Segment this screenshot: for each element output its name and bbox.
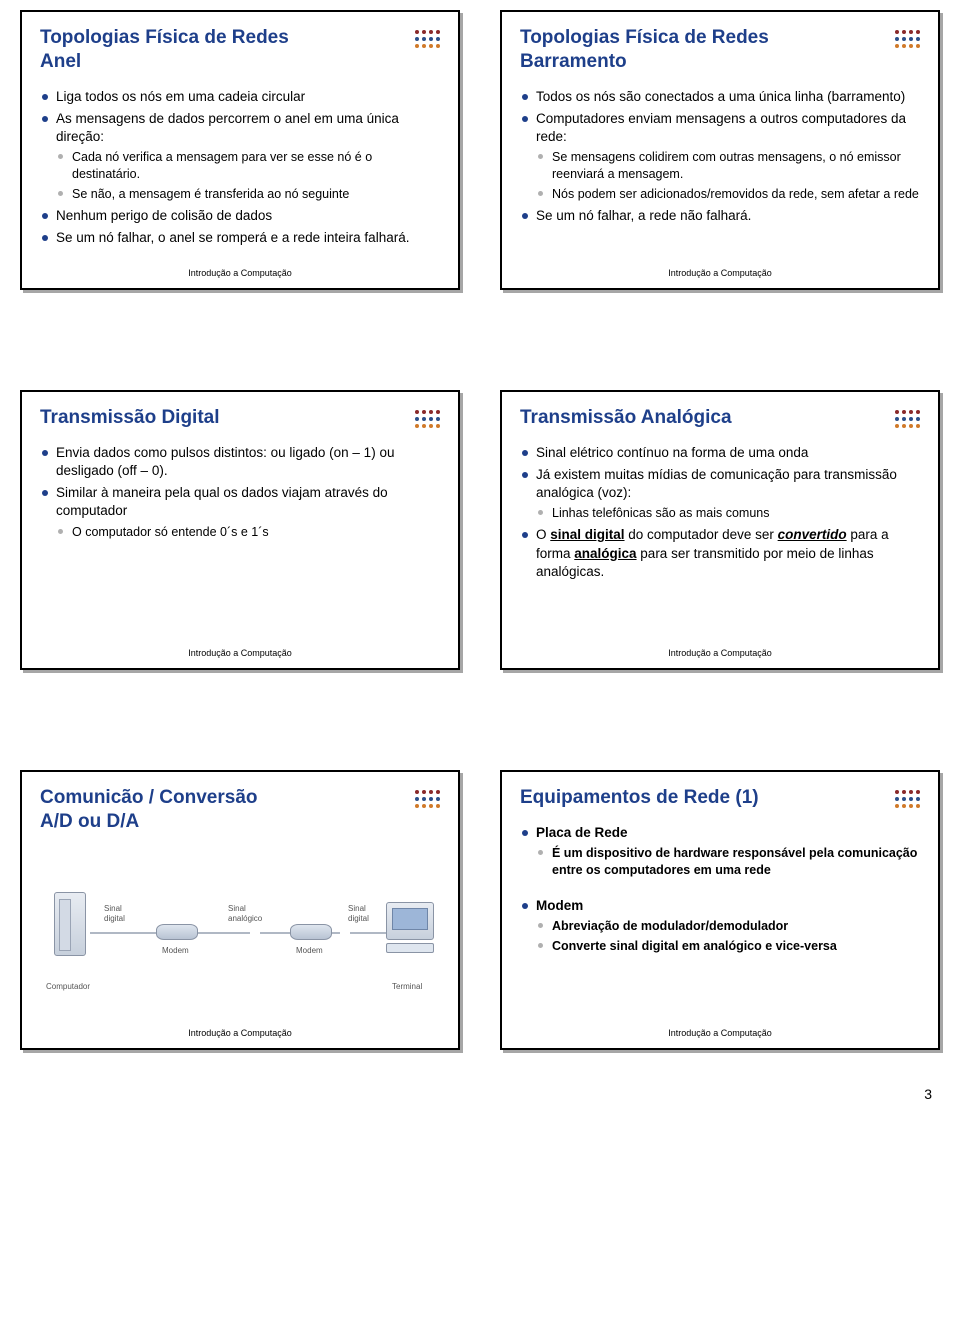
- bullet-item: Se não, a mensagem é transferida ao nó s…: [56, 186, 440, 203]
- corner-dots-icon: [895, 790, 920, 808]
- slide-footer: Introdução a Computação: [520, 268, 920, 278]
- bullet-item: Abreviação de modulador/demodulador: [536, 918, 920, 935]
- bullet-item: Nenhum perigo de colisão de dados: [40, 207, 440, 225]
- slide-content: Placa de RedeÉ um dispositivo de hardwar…: [520, 824, 920, 1018]
- bullet-item: Se um nó falhar, a rede não falhará.: [520, 207, 920, 225]
- slide-footer: Introdução a Computação: [520, 648, 920, 658]
- slide-header: Topologias Física de RedesAnel: [40, 26, 440, 74]
- signal-label: Sinaldigital: [104, 904, 125, 926]
- bullet-list-lvl2: Abreviação de modulador/demodulador Conve…: [536, 918, 920, 955]
- slide-title: Topologias Física de RedesBarramento: [520, 26, 769, 74]
- modem-label: Modem: [162, 946, 189, 957]
- bullet-item: O computador só entende 0´s e 1´s: [56, 524, 440, 541]
- bullet-list-lvl1: Sinal elétrico contínuo na forma de uma …: [520, 444, 920, 581]
- slide-header: Equipamentos de Rede (1): [520, 786, 920, 810]
- slide-content: Computador Modem Modem Terminal Sinaldigital…: [40, 848, 440, 1019]
- slide-header: Transmissão Digital: [40, 406, 440, 430]
- bullet-item: Liga todos os nós em uma cadeia circular: [40, 88, 440, 106]
- slide-title: Transmissão Digital: [40, 406, 220, 430]
- bullet-item: Se mensagens colidirem com outras mensag…: [536, 149, 920, 183]
- slide-header: Transmissão Analógica: [520, 406, 920, 430]
- slide-content: Envia dados como pulsos distintos: ou li…: [40, 444, 440, 638]
- slide-footer: Introdução a Computação: [520, 1028, 920, 1038]
- slide: Equipamentos de Rede (1) Placa de RedeÉ u…: [500, 770, 940, 1050]
- bullet-list-lvl2: Cada nó verifica a mensagem para ver se …: [56, 149, 440, 203]
- bullet-item: Cada nó verifica a mensagem para ver se …: [56, 149, 440, 183]
- corner-dots-icon: [415, 410, 440, 428]
- slide-header: Comunicão / ConversãoA/D ou D/A: [40, 786, 440, 834]
- modem-label: Modem: [296, 946, 323, 957]
- terminal-label: Terminal: [392, 982, 422, 993]
- slide-title: Comunicão / ConversãoA/D ou D/A: [40, 786, 258, 834]
- corner-dots-icon: [895, 410, 920, 428]
- bullet-item: O sinal digital do computador deve ser c…: [520, 526, 920, 581]
- bullet-item: As mensagens de dados percorrem o anel e…: [40, 110, 440, 203]
- signal-label: Sinalanalógico: [228, 904, 262, 926]
- slide-content: Todos os nós são conectados a uma única …: [520, 88, 920, 259]
- bullet-list-lvl2: É um dispositivo de hardware responsável…: [536, 845, 920, 879]
- bullet-list-lvl2: Se mensagens colidirem com outras mensag…: [536, 149, 920, 203]
- bullet-item: ModemAbreviação de modulador/demodulador…: [520, 897, 920, 955]
- modem-icon: [156, 924, 198, 940]
- bullet-item: É um dispositivo de hardware responsável…: [536, 845, 920, 879]
- slide-header: Topologias Física de RedesBarramento: [520, 26, 920, 74]
- slide-content: Sinal elétrico contínuo na forma de uma …: [520, 444, 920, 638]
- conversion-diagram: Computador Modem Modem Terminal Sinaldigital…: [40, 854, 440, 1014]
- bullet-list-lvl2: O computador só entende 0´s e 1´s: [56, 524, 440, 541]
- bullet-item: Todos os nós são conectados a uma única …: [520, 88, 920, 106]
- page-number: 3: [20, 1086, 940, 1102]
- bullet-list-lvl1: Liga todos os nós em uma cadeia circular…: [40, 88, 440, 248]
- bullet-item: Placa de RedeÉ um dispositivo de hardwar…: [520, 824, 920, 879]
- bullet-item: Linhas telefônicas são as mais comuns: [536, 505, 920, 522]
- bullet-list-lvl1: Placa de RedeÉ um dispositivo de hardwar…: [520, 824, 920, 955]
- corner-dots-icon: [895, 30, 920, 48]
- bullet-item: Computadores enviam mensagens a outros c…: [520, 110, 920, 203]
- bullet-list-lvl1: Todos os nós são conectados a uma única …: [520, 88, 920, 226]
- bullet-list-lvl1: Envia dados como pulsos distintos: ou li…: [40, 444, 440, 541]
- bullet-item: Sinal elétrico contínuo na forma de uma …: [520, 444, 920, 462]
- slide: Topologias Física de RedesAnel Liga todos…: [20, 10, 460, 290]
- bullet-list-lvl2: Linhas telefônicas são as mais comuns: [536, 505, 920, 522]
- corner-dots-icon: [415, 790, 440, 808]
- bullet-item: Nós podem ser adicionados/removidos da r…: [536, 186, 920, 203]
- corner-dots-icon: [415, 30, 440, 48]
- bullet-item: Envia dados como pulsos distintos: ou li…: [40, 444, 440, 480]
- bullet-item: Converte sinal digital em analógico e vi…: [536, 938, 920, 955]
- slide: Topologias Física de RedesBarramento Todo…: [500, 10, 940, 290]
- slide: Comunicão / ConversãoA/D ou D/A Computado…: [20, 770, 460, 1050]
- computer-label: Computador: [46, 982, 90, 993]
- slide-footer: Introdução a Computação: [40, 1028, 440, 1038]
- bullet-item: Similar à maneira pela qual os dados via…: [40, 484, 440, 540]
- slide: Transmissão Analógica Sinal elétrico cont…: [500, 390, 940, 670]
- slide-footer: Introdução a Computação: [40, 268, 440, 278]
- bullet-item: Se um nó falhar, o anel se romperá e a r…: [40, 229, 440, 247]
- slide-title: Topologias Física de RedesAnel: [40, 26, 289, 74]
- computer-icon: [54, 892, 86, 956]
- slide: Transmissão Digital Envia dados como puls…: [20, 390, 460, 670]
- slide-footer: Introdução a Computação: [40, 648, 440, 658]
- terminal-icon: [386, 902, 434, 953]
- bullet-item: Já existem muitas mídias de comunicação …: [520, 466, 920, 522]
- slide-title: Equipamentos de Rede (1): [520, 786, 759, 810]
- modem-icon: [290, 924, 332, 940]
- slide-title: Transmissão Analógica: [520, 406, 732, 430]
- slide-content: Liga todos os nós em uma cadeia circular…: [40, 88, 440, 259]
- signal-label: Sinaldigital: [348, 904, 369, 926]
